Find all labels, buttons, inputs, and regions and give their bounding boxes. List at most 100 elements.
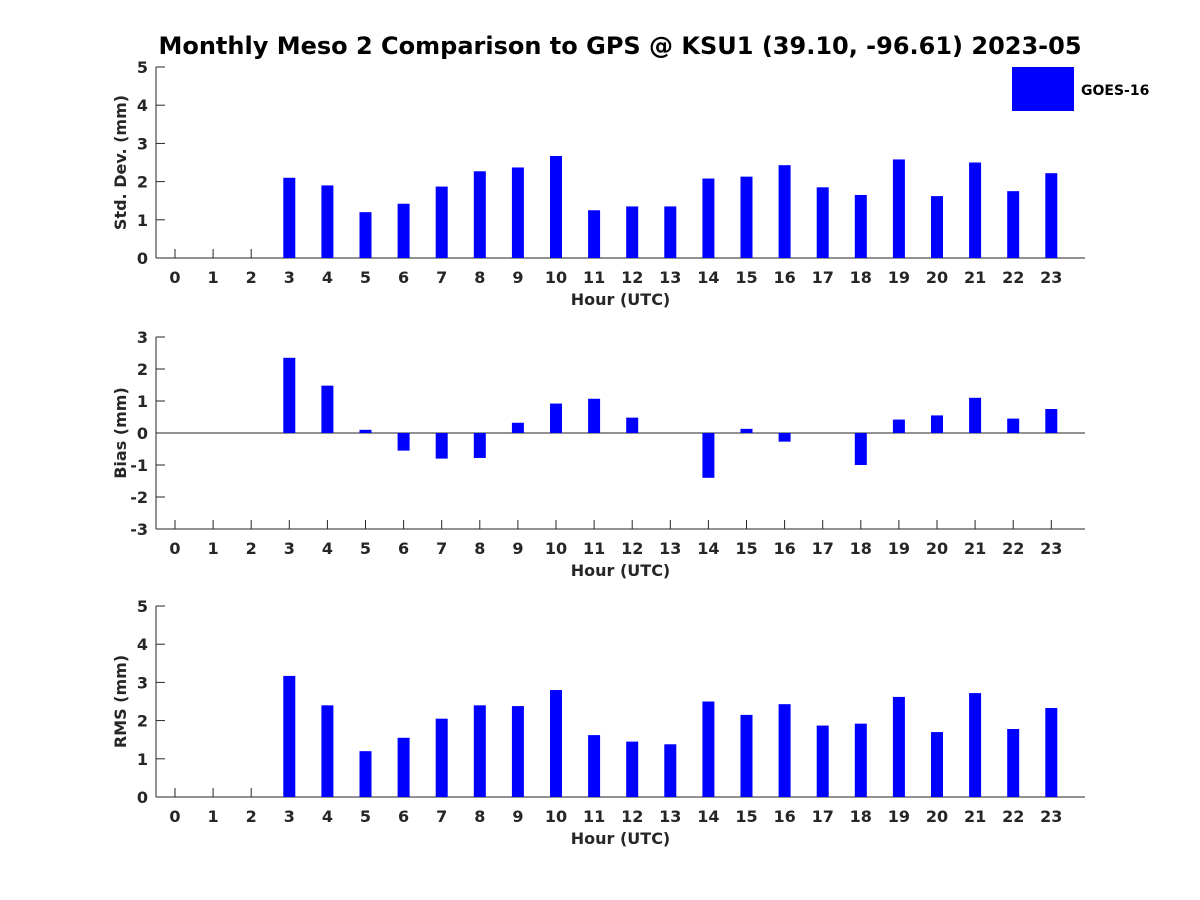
bar-hour-9 bbox=[511, 422, 524, 433]
y-tick-label: -3 bbox=[130, 520, 148, 539]
x-tick-label: 5 bbox=[360, 539, 371, 558]
x-tick-label: 5 bbox=[360, 268, 371, 287]
bar-hour-22 bbox=[1007, 729, 1020, 797]
figure-title: Monthly Meso 2 Comparison to GPS @ KSU1 … bbox=[158, 32, 1081, 60]
y-tick-label: 5 bbox=[137, 58, 148, 77]
x-tick-label: 15 bbox=[735, 268, 757, 287]
bar-hour-11 bbox=[588, 398, 601, 433]
bar-hour-23 bbox=[1045, 707, 1058, 797]
y-tick-label: 3 bbox=[137, 328, 148, 347]
bar-hour-6 bbox=[397, 737, 410, 797]
x-tick-label: 0 bbox=[169, 807, 180, 826]
x-tick-label: 20 bbox=[926, 268, 948, 287]
x-tick-label: 19 bbox=[888, 268, 910, 287]
bar-hour-20 bbox=[931, 196, 943, 258]
x-tick-label: 0 bbox=[169, 539, 180, 558]
bar-hour-18 bbox=[854, 194, 867, 258]
x-tick-label: 2 bbox=[246, 268, 257, 287]
x-tick-label: 10 bbox=[545, 807, 567, 826]
x-tick-label: 7 bbox=[436, 539, 447, 558]
bar-hour-15 bbox=[740, 714, 753, 797]
bar-hour-12 bbox=[626, 417, 639, 433]
legend-swatch bbox=[1012, 67, 1074, 111]
bar-hour-3 bbox=[283, 357, 296, 433]
x-tick-label: 8 bbox=[474, 807, 485, 826]
x-tick-label: 14 bbox=[697, 268, 719, 287]
y-tick-label: -1 bbox=[130, 456, 148, 475]
x-tick-label: 18 bbox=[850, 268, 872, 287]
y-axis-label: Std. Dev. (mm) bbox=[111, 95, 130, 230]
bar-hour-5 bbox=[359, 212, 372, 258]
bar-hour-8 bbox=[473, 433, 486, 458]
x-tick-label: 21 bbox=[964, 268, 986, 287]
bar-hour-12 bbox=[626, 206, 639, 258]
x-tick-label: 16 bbox=[773, 268, 795, 287]
x-tick-label: 14 bbox=[697, 539, 719, 558]
y-tick-label: 4 bbox=[137, 96, 148, 115]
x-tick-label: 3 bbox=[284, 539, 295, 558]
bar-hour-16 bbox=[778, 704, 791, 797]
bar-hour-4 bbox=[321, 705, 334, 797]
x-tick-label: 16 bbox=[773, 539, 795, 558]
x-tick-label: 13 bbox=[659, 807, 681, 826]
bar-hour-9 bbox=[511, 706, 524, 797]
bar-hour-7 bbox=[435, 186, 448, 258]
x-tick-label: 10 bbox=[545, 268, 567, 287]
x-tick-label: 6 bbox=[398, 539, 409, 558]
x-tick-label: 20 bbox=[926, 539, 948, 558]
x-tick-label: 9 bbox=[512, 539, 523, 558]
x-tick-label: 1 bbox=[208, 807, 219, 826]
x-tick-label: 7 bbox=[436, 268, 447, 287]
x-tick-label: 23 bbox=[1040, 268, 1062, 287]
x-tick-label: 20 bbox=[926, 807, 948, 826]
x-tick-label: 22 bbox=[1002, 268, 1024, 287]
x-tick-label: 15 bbox=[735, 539, 757, 558]
x-tick-label: 11 bbox=[583, 807, 605, 826]
x-tick-label: 6 bbox=[398, 807, 409, 826]
x-tick-label: 8 bbox=[474, 268, 485, 287]
legend: GOES-16 bbox=[1012, 67, 1149, 111]
x-tick-label: 17 bbox=[812, 807, 834, 826]
y-tick-label: 5 bbox=[137, 597, 148, 616]
x-tick-label: 14 bbox=[697, 807, 719, 826]
x-tick-label: 12 bbox=[621, 268, 643, 287]
bar-hour-13 bbox=[664, 744, 677, 797]
bar-hour-14 bbox=[702, 701, 715, 797]
bar-hour-14 bbox=[702, 178, 715, 258]
x-tick-label: 7 bbox=[436, 807, 447, 826]
bar-hour-17 bbox=[816, 725, 829, 797]
x-tick-label: 13 bbox=[659, 268, 681, 287]
bar-hour-10 bbox=[550, 690, 562, 797]
y-axis-label: RMS (mm) bbox=[111, 655, 130, 748]
y-tick-label: 3 bbox=[137, 673, 148, 692]
y-tick-label: 0 bbox=[137, 788, 148, 807]
bar-hour-8 bbox=[473, 171, 486, 258]
bar-hour-8 bbox=[473, 705, 486, 797]
bar-hour-20 bbox=[931, 732, 943, 797]
x-tick-label: 19 bbox=[888, 807, 910, 826]
bar-hour-20 bbox=[931, 415, 943, 433]
x-tick-label: 2 bbox=[246, 807, 257, 826]
bar-hour-7 bbox=[435, 433, 448, 459]
x-tick-label: 22 bbox=[1002, 807, 1024, 826]
bar-hour-17 bbox=[816, 187, 829, 258]
x-axis-label: Hour (UTC) bbox=[571, 290, 671, 309]
bar-hour-19 bbox=[892, 696, 905, 797]
x-tick-label: 12 bbox=[621, 539, 643, 558]
bar-hour-10 bbox=[550, 156, 562, 258]
bar-hour-18 bbox=[854, 723, 867, 797]
x-tick-label: 6 bbox=[398, 268, 409, 287]
y-axis-label: Bias (mm) bbox=[111, 387, 130, 479]
bar-hour-11 bbox=[588, 210, 601, 258]
bar-hour-4 bbox=[321, 385, 334, 433]
bar-hour-23 bbox=[1045, 409, 1058, 433]
bar-hour-14 bbox=[702, 433, 715, 478]
bar-hour-21 bbox=[969, 693, 982, 797]
x-tick-label: 23 bbox=[1040, 539, 1062, 558]
x-tick-label: 19 bbox=[888, 539, 910, 558]
bar-hour-4 bbox=[321, 185, 334, 258]
x-tick-label: 2 bbox=[246, 539, 257, 558]
